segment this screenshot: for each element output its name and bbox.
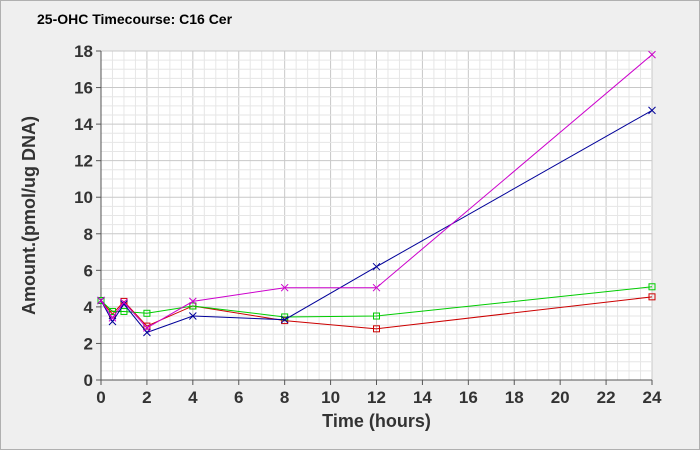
y-tick-label: 0 [84,371,93,390]
x-tick-label: 6 [234,388,243,407]
marker-stroke [188,297,197,306]
marker-stroke [372,262,381,271]
y-axis-title: Amount.(pmol/ug DNA) [19,116,39,315]
marker-stroke [648,106,656,115]
y-tick-label: 10 [74,188,93,207]
axes [96,50,653,385]
marker-stroke [108,314,117,322]
marker-stroke [97,296,105,305]
x-tick-label: 10 [321,388,340,407]
data-point-square [143,309,151,317]
data-point-square [189,302,197,310]
x-tick-label: 18 [505,388,524,407]
data-point-x [648,50,656,59]
series-2 [97,283,656,321]
chart-title: 25-OHC Timecourse: C16 Cer [37,11,233,27]
marker-stroke [188,312,197,320]
y-tick-label: 6 [84,261,93,280]
data-point-square [373,325,380,333]
marker-stroke [120,298,128,307]
y-tick-label: 16 [74,79,93,98]
series-4 [97,50,656,332]
data-point-square [108,307,116,315]
x-tick-label: 4 [188,388,198,407]
data-point-x [108,317,117,326]
x-tick-label: 12 [367,388,386,407]
data-point-x [188,297,197,306]
series-line [100,109,653,334]
y-tick-label: 4 [84,298,94,317]
data-point-x [108,314,117,322]
data-point-x [120,300,128,309]
y-tick-label: 2 [84,334,93,353]
data-point-square [648,283,656,291]
series-layer [97,50,656,337]
x-tick-label: 16 [459,388,478,407]
x-tick-label: 2 [142,388,151,407]
series-line [100,286,653,318]
data-point-square [120,307,128,315]
x-tick-label: 8 [280,388,289,407]
marker-stroke [120,300,128,309]
data-point-square [373,312,380,320]
x-tick-label: 14 [413,388,432,407]
x-tick-label: 22 [597,388,616,407]
x-tick-label: 0 [96,388,105,407]
y-tick-label: 8 [84,225,93,244]
marker-stroke [648,50,656,59]
data-point-x [280,283,289,292]
x-axis-title: Time (hours) [322,411,431,431]
data-point-x [280,315,289,324]
marker-stroke [280,283,289,292]
y-tick-label: 14 [74,115,93,134]
y-tick-label: 12 [74,152,93,171]
marker-stroke [280,315,289,324]
x-tick-label: 24 [643,388,662,407]
x-tick-label: 20 [551,388,570,407]
data-point-x [648,106,656,115]
marker-stroke [372,283,381,292]
data-point-x [143,324,151,332]
marker-stroke [108,317,117,326]
data-point-x [120,298,128,307]
data-point-square [281,317,289,325]
series-line [100,296,653,330]
data-point-x [97,296,105,305]
data-point-x [188,312,197,320]
marker-stroke [143,324,151,332]
data-point-x [372,283,381,292]
data-point-square [97,296,105,304]
data-point-x [372,262,381,271]
y-tick-label: 18 [74,42,93,61]
grid [100,50,653,381]
data-point-square [648,293,656,301]
